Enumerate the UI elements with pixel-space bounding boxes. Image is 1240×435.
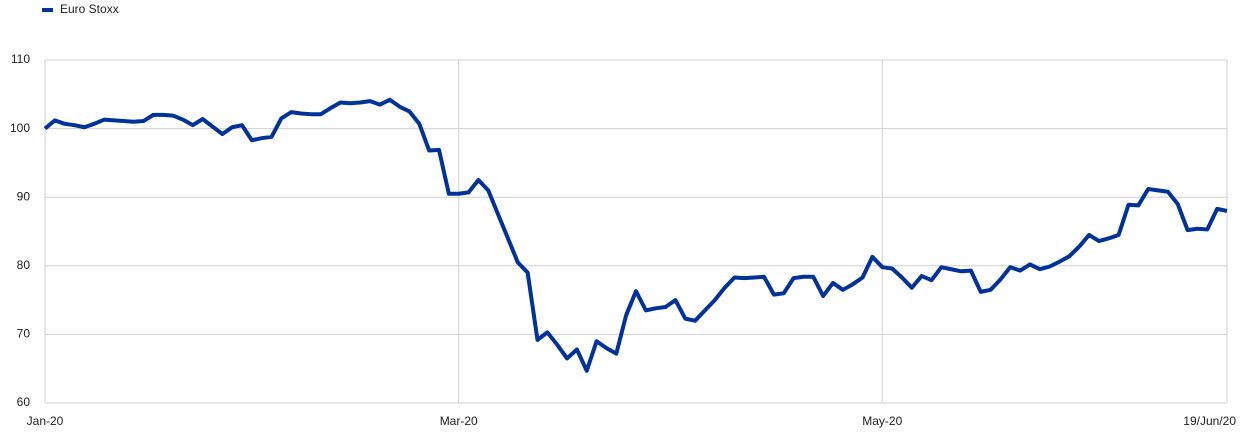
x-tick-label: 19/Jun/20 [1183,414,1236,428]
x-tick-label: May-20 [862,414,902,428]
y-tick-label: 100 [10,121,30,135]
y-tick-label: 110 [11,52,30,66]
y-tick-label: 90 [17,189,31,203]
y-tick-label: 70 [17,327,31,341]
y-tick-label: 80 [17,258,31,272]
y-tick-label: 60 [17,395,31,409]
x-tick-label: Jan-20 [27,414,64,428]
legend-label: Euro Stoxx [60,2,119,16]
series-line [43,97,1228,373]
x-tick-label: Mar-20 [440,414,478,428]
